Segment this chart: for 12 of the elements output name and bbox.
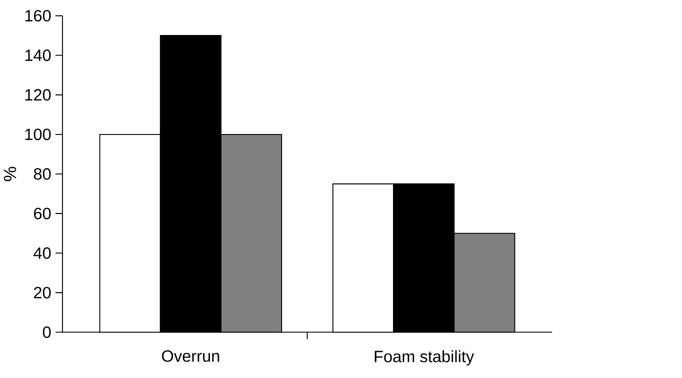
y-tick-label: 160 <box>25 10 51 22</box>
y-tick-label: 20 <box>34 287 51 299</box>
y-tick-label: 80 <box>34 168 51 180</box>
y-tick-label: 120 <box>25 89 51 101</box>
y-tick-label: 100 <box>25 128 51 140</box>
y-tick-label: 140 <box>25 50 51 62</box>
y-tick-label: 0 <box>42 326 51 338</box>
y-axis-title: % <box>4 166 16 182</box>
x-tick-label: Overrun <box>162 350 220 362</box>
y-tick-label: 60 <box>34 208 51 220</box>
y-tick-label: 40 <box>34 247 51 260</box>
x-tick-label: Foam stability <box>374 350 474 366</box>
